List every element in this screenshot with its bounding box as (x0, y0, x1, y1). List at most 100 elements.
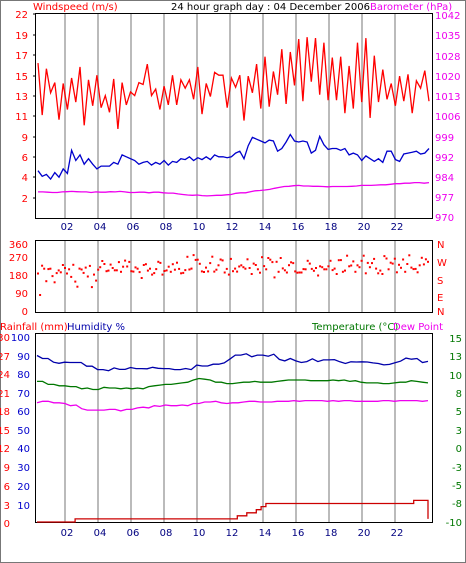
wind-direction-point (194, 258, 197, 261)
wind-direction-point (234, 267, 237, 270)
barometer-tick-label: 1035 (435, 31, 460, 42)
wind-direction-frame (35, 240, 433, 313)
temperature-label: Temperature (°C) (311, 322, 398, 333)
wind-direction-point (246, 258, 249, 261)
wind-direction-point (39, 294, 42, 296)
wind-direction-point (358, 266, 361, 269)
time-tick-label: 12 (226, 528, 239, 539)
humidity-tick-label: 10 (17, 501, 30, 512)
wind-direction-point (410, 266, 413, 269)
wind-direction-point (366, 261, 369, 264)
wind-direction-point (53, 281, 56, 284)
wind-direction-point (111, 267, 114, 269)
humidity-tick-label: 100 (11, 333, 30, 344)
wind-direction-point (408, 254, 411, 257)
wind-direction-point (198, 262, 201, 265)
wind-direction-point (165, 269, 168, 272)
wind-direction-point (377, 272, 380, 275)
wind-direction-point (178, 267, 181, 270)
wind-direction-point (420, 256, 423, 259)
time-tick-label: 06 (127, 222, 140, 233)
rainfall-label: Rainfall (mm) (0, 322, 68, 333)
wind-direction-point (288, 264, 290, 267)
rainfall-tick-label: 27 (0, 352, 10, 363)
time-tick-label: 14 (259, 222, 272, 233)
wind-direction-point (271, 261, 274, 264)
wind-direction-point (203, 271, 205, 273)
wind-direction-point (171, 263, 174, 266)
wind-direction-point (337, 259, 340, 262)
temperature-tick-label: 15 (449, 334, 462, 345)
wind-direction-point (213, 270, 216, 273)
wind-direction-point (159, 261, 162, 264)
humidity-line (36, 353, 429, 372)
wind-direction-point (142, 264, 145, 266)
wind-direction-point (107, 269, 110, 272)
wind-direction-point (323, 268, 326, 271)
humidity-tick-label: 50 (17, 426, 30, 437)
wind-direction-point (153, 272, 156, 275)
time-tick-label: 10 (193, 528, 206, 539)
wind-direction-point (379, 269, 382, 272)
barometer-tick-label: 992 (435, 153, 454, 164)
wind-direction-point (290, 261, 293, 264)
wind-direction-point (385, 257, 388, 260)
wind-direction-point (128, 260, 131, 263)
wind-direction-point (281, 267, 284, 270)
wind-direction-point (256, 268, 259, 271)
wind-direction-point (387, 268, 390, 271)
wind-direction-point (273, 276, 276, 279)
wind-direction-point (163, 270, 166, 272)
wind-direction-point (115, 269, 118, 272)
wind-direction-point (236, 270, 239, 273)
wind-direction-point (352, 260, 355, 263)
wind-direction-point (383, 255, 386, 258)
rainfall-tick-label: 3 (4, 501, 10, 512)
humidity-label: Humidity % (67, 322, 125, 333)
wind-direction-point (99, 266, 102, 269)
humidity-tick-label: 30 (17, 463, 30, 474)
direction-degree-tick-label: 180 (9, 271, 28, 282)
wind-direction-point (391, 262, 394, 265)
wind-direction-point (414, 267, 417, 270)
wind-pressure-frame (35, 13, 433, 219)
wind-direction-point (329, 259, 332, 262)
wind-direction-point (74, 280, 77, 283)
windspeed-tick-label: 17 (15, 51, 28, 62)
wind-direction-point (354, 270, 357, 273)
wind-direction-point (227, 273, 230, 276)
wind-direction-point (161, 273, 164, 276)
wind-direction-point (51, 275, 54, 278)
wind-direction-point (238, 265, 241, 268)
wind-direction-point (259, 271, 261, 274)
wind-direction-point (180, 272, 183, 275)
windspeed-tick-label: 13 (15, 92, 28, 103)
wind-direction-point (364, 272, 367, 275)
wind-direction-point (400, 266, 402, 269)
barometer-tick-label: 970 (435, 213, 454, 224)
wind-direction-point (59, 271, 62, 274)
barometer-tick-label: 1042 (435, 11, 460, 22)
direction-compass-tick-label: W (437, 258, 447, 269)
wind-direction-point (267, 257, 270, 259)
wind-direction-point (331, 269, 334, 272)
wind-direction-point (95, 279, 98, 282)
wind-direction-point (346, 254, 349, 257)
dewpoint-line (36, 399, 429, 412)
humidity-tick-label: 40 (17, 444, 30, 455)
wind-direction-point (196, 258, 199, 261)
wind-direction-point (248, 267, 251, 269)
wind-direction-point (124, 259, 127, 262)
wind-direction-point (418, 264, 421, 267)
wind-direction-point (344, 269, 346, 272)
barometer-tick-label: 984 (435, 173, 454, 184)
wind-direction-point (312, 269, 315, 272)
wind-direction-point (263, 265, 266, 268)
dewpoint-label: Dew Point (393, 322, 443, 333)
wind-direction-point (317, 274, 320, 277)
wind-direction-point (78, 267, 81, 270)
barometer-line (38, 181, 430, 197)
wind-direction-point (101, 260, 104, 262)
rainfall-tick-label: 24 (0, 370, 10, 381)
temperature-tick-label: 8 (456, 389, 462, 400)
